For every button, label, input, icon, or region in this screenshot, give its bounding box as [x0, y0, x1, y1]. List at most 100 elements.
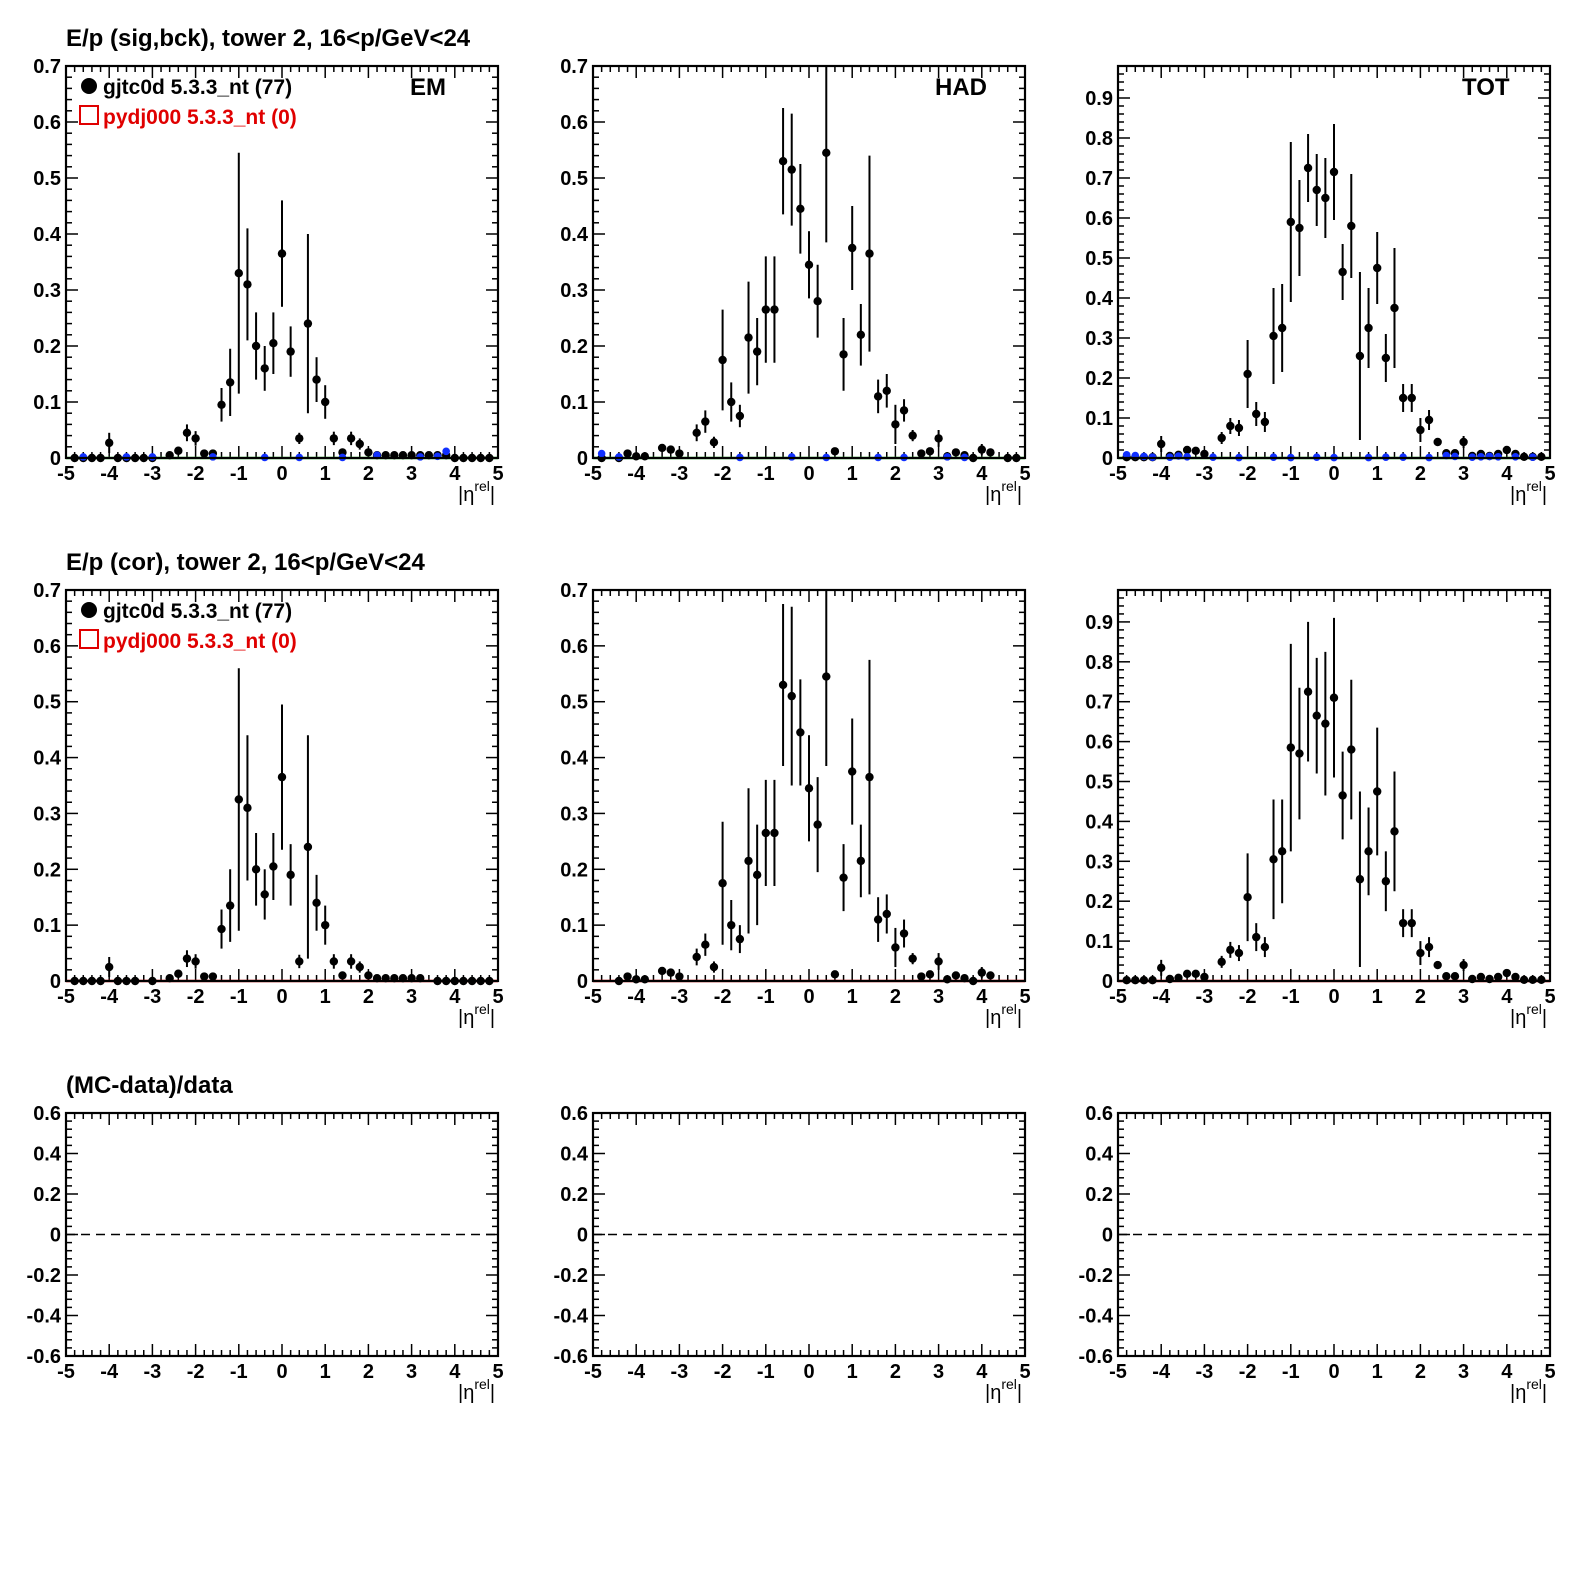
y-tick-label: 0.7	[1085, 692, 1113, 714]
data-point	[1260, 942, 1270, 952]
series-0	[1122, 124, 1546, 462]
data-point	[977, 968, 986, 977]
x-tick-label: 3	[933, 986, 944, 1008]
data-point	[79, 453, 88, 461]
data-point	[1295, 223, 1304, 233]
data-point	[830, 447, 840, 456]
plot-frame	[64, 64, 500, 460]
y-tick-label: 0	[50, 971, 61, 993]
x-tick-label: 3	[933, 463, 944, 485]
y-tick-label: 0.8	[1085, 128, 1113, 150]
y-tick-label: -0.4	[1079, 1306, 1114, 1328]
y-tick-label: 0.2	[1085, 891, 1113, 913]
x-tick-label: -5	[1109, 463, 1127, 485]
data-point	[1390, 827, 1399, 836]
data-point	[873, 392, 883, 401]
x-tick-label: 4	[1501, 986, 1513, 1008]
data-point	[796, 728, 805, 737]
x-tick-label: 1	[1372, 1361, 1383, 1383]
y-tick-label: -0.2	[554, 1265, 588, 1287]
x-axis-title: |ηrel|	[1510, 1001, 1547, 1029]
y-tick-label: 0.6	[33, 1103, 61, 1125]
data-point	[1477, 453, 1485, 461]
data-point	[1303, 687, 1313, 696]
data-point	[1502, 445, 1512, 455]
data-point	[148, 453, 157, 461]
x-axis-title: |ηrel|	[1510, 478, 1547, 506]
data-point	[346, 434, 356, 443]
panel-r2c0: (MC-data)/data -5 -4 -3 -2 -1 0 1 2 3 4 5 -0.6 -0.4 -0…	[27, 1072, 504, 1404]
data-point	[277, 772, 287, 782]
x-tick-label: -3	[144, 986, 162, 1008]
y-tick-label: 0.6	[560, 112, 588, 134]
data-point	[1373, 263, 1382, 273]
x-tick-label: 1	[1372, 463, 1383, 485]
data-point	[1398, 918, 1408, 928]
x-tick-label: 0	[1328, 1361, 1339, 1383]
x-tick-label: -5	[1109, 1361, 1127, 1383]
data-point	[1398, 393, 1408, 403]
data-point	[1329, 167, 1339, 177]
data-point	[718, 879, 727, 888]
y-tick-label: 0.4	[33, 748, 62, 770]
data-point	[234, 795, 243, 804]
x-tick-label: 2	[890, 463, 901, 485]
y-tick-label: 0.7	[1085, 168, 1113, 190]
data-point	[105, 962, 114, 972]
data-point	[1277, 323, 1287, 333]
x-tick-label: -5	[57, 986, 75, 1008]
data-point	[269, 339, 278, 348]
legend: gjtc0d 5.3.3_nt (77) pydj000 5.3.3_nt (0)	[79, 600, 297, 653]
x-tick-label: -1	[757, 463, 775, 485]
data-point	[191, 434, 200, 443]
data-point	[1416, 948, 1425, 958]
y-tick-label: 0.1	[1085, 931, 1113, 953]
data-point	[225, 901, 235, 910]
x-tick-label: 1	[847, 463, 858, 485]
data-point	[329, 434, 339, 443]
x-tick-label: -4	[627, 463, 646, 485]
data-point	[839, 873, 848, 882]
y-tick-label: 0	[50, 448, 61, 470]
data-point	[346, 957, 356, 966]
data-point	[692, 952, 701, 962]
data-point	[709, 962, 719, 972]
data-point	[1200, 972, 1209, 982]
x-tick-label: -1	[230, 986, 248, 1008]
data-point	[701, 417, 710, 426]
data-point	[303, 842, 313, 852]
x-tick-label: -4	[1152, 463, 1171, 485]
data-point	[1243, 369, 1252, 379]
x-tick-label: -1	[757, 1361, 775, 1383]
x-tick-label: -2	[714, 463, 732, 485]
data-point	[822, 672, 831, 681]
x-tick-label: -1	[1282, 986, 1300, 1008]
data-point	[770, 305, 779, 314]
data-point	[640, 452, 650, 461]
data-point	[1381, 353, 1391, 363]
data-point	[105, 438, 114, 448]
data-point	[925, 970, 935, 979]
y-tick-label: 0.8	[1085, 652, 1113, 674]
x-axis-title: |ηrel|	[985, 1001, 1022, 1029]
data-point	[744, 856, 753, 866]
data-point	[692, 428, 701, 437]
x-axis-title-close: |	[1542, 1382, 1547, 1404]
x-tick-label: 1	[320, 986, 331, 1008]
data-point	[1537, 975, 1546, 985]
data-point	[1511, 453, 1520, 461]
x-tick-label: -3	[1196, 1361, 1214, 1383]
data-point	[442, 447, 450, 456]
x-axis-title: |ηrel|	[985, 478, 1022, 506]
legend-marker-filled-circle	[81, 602, 97, 618]
y-tick-label: 0.2	[560, 859, 588, 881]
data-point	[251, 341, 261, 351]
data-point	[286, 347, 295, 356]
x-tick-label: -3	[671, 463, 689, 485]
data-point	[1347, 745, 1356, 754]
x-tick-label: 4	[976, 1361, 988, 1383]
x-tick-label: 4	[976, 463, 988, 485]
x-axis-title-close: |	[1017, 484, 1022, 506]
data-point	[943, 975, 952, 984]
